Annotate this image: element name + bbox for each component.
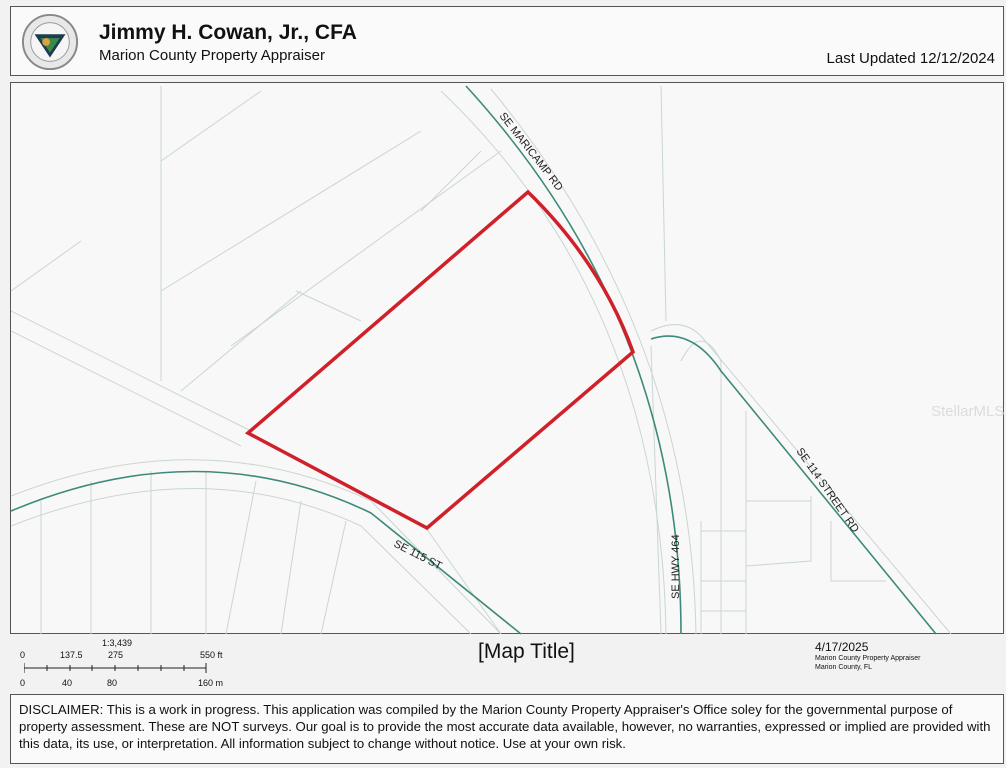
disclaimer: DISCLAIMER: This is a work in progress. …: [10, 694, 1004, 764]
parcel-lines: [11, 85, 952, 635]
org-line-1: Marion County Property Appraiser: [815, 655, 921, 662]
scale-ruler: [24, 663, 207, 673]
parcel-map[interactable]: SE MARICAMP RD SE 114 STREET RD SE 115 S…: [10, 82, 1005, 635]
scale-m-tick: 160 m: [198, 678, 224, 688]
scale-ft-tick: 275: [108, 650, 124, 660]
map-title: [Map Title]: [478, 640, 575, 663]
road-centerlines: [11, 85, 937, 635]
scale-m-tick: 0: [20, 678, 26, 688]
appraiser-name: Jimmy H. Cowan, Jr., CFA: [99, 21, 357, 44]
watermark: StellarMLS: [931, 403, 1005, 420]
map-canvas[interactable]: SE MARICAMP RD SE 114 STREET RD SE 115 S…: [11, 83, 1005, 635]
last-updated: Last Updated 12/12/2024: [826, 50, 995, 67]
scale-bar: 1:3,439 0 137.5 275 550 ft 0 40 80 160 m: [20, 638, 250, 690]
org-line-2: Marion County, FL: [815, 664, 873, 671]
property-appraiser-seal-logo: [21, 13, 79, 71]
header: Jimmy H. Cowan, Jr., CFA Marion County P…: [10, 6, 1004, 76]
subject-parcel-outline: [244, 189, 636, 531]
scale-ft-tick: 0: [20, 650, 26, 660]
road-se-114-street-rd: [650, 335, 937, 635]
road-label-hwy-464: SE HWY 464: [670, 534, 682, 599]
scale-ft-tick: 550 ft: [200, 650, 223, 660]
scale-ft-tick: 137.5: [60, 650, 83, 660]
scale-ratio: 1:3,439: [102, 638, 133, 648]
road-se-maricamp-rd: [465, 85, 682, 635]
road-label-114-street: SE 114 STREET RD: [794, 446, 861, 535]
road-se-115-st: [11, 470, 522, 635]
scale-m-tick: 80: [107, 678, 118, 688]
print-date: 4/17/2025: [815, 640, 869, 654]
office-subtitle: Marion County Property Appraiser: [99, 47, 325, 64]
scale-m-tick: 40: [62, 678, 73, 688]
road-label-maricamp: SE MARICAMP RD: [497, 110, 565, 193]
